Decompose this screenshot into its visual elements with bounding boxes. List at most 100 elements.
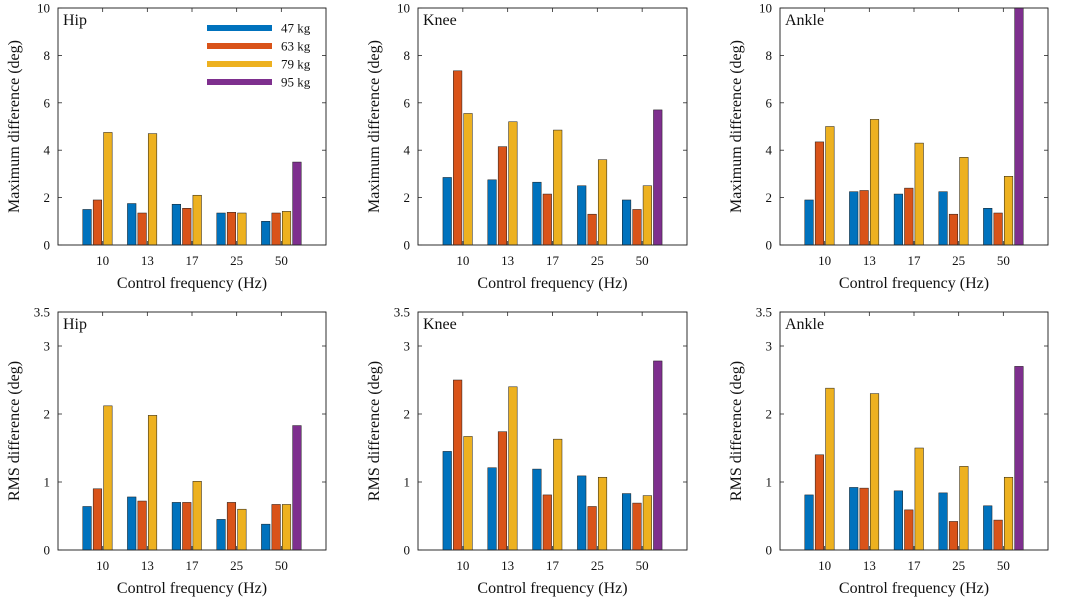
bar-63kg-17 xyxy=(904,187,914,246)
bar-47kg-10 xyxy=(82,209,92,246)
bar-63kg-17 xyxy=(182,208,192,246)
x-tick-label: 25 xyxy=(230,253,243,268)
bar-63kg-50 xyxy=(271,504,281,551)
bar-47kg-13 xyxy=(487,179,497,246)
bar-47kg-50 xyxy=(983,505,993,551)
bar-79kg-17 xyxy=(914,142,924,246)
bar-95kg-50 xyxy=(292,161,302,246)
panel-title: Ankle xyxy=(785,316,824,333)
y-axis-label: Maximum difference (deg) xyxy=(6,40,23,213)
x-tick-label: 50 xyxy=(275,558,288,573)
bar-79kg-13 xyxy=(508,386,518,551)
panel-title: Knee xyxy=(423,316,457,333)
bar-47kg-25 xyxy=(216,519,226,551)
axes-border xyxy=(417,311,688,551)
y-tick-label: 6 xyxy=(766,95,773,110)
y-tick-label: 0 xyxy=(404,543,411,558)
legend-label: 47 kg xyxy=(281,21,311,36)
bar-63kg-17 xyxy=(542,494,552,551)
chart-panel-3: 0 2 4 6 8 10 10 13 17 25 50 Ankle Control frequency … xyxy=(728,1,1049,292)
bar-79kg-17 xyxy=(914,447,924,551)
bar-47kg-50 xyxy=(261,221,271,246)
axes-border xyxy=(57,7,327,246)
bar-63kg-25 xyxy=(948,213,959,246)
x-tick-label: 17 xyxy=(546,558,560,573)
y-tick-label: 8 xyxy=(766,48,773,63)
bar-63kg-17 xyxy=(182,502,192,551)
legend: 47 kg 63 kg 79 kg 95 kg xyxy=(207,21,311,90)
bar-47kg-17 xyxy=(532,181,542,246)
bar-47kg-13 xyxy=(127,203,137,246)
y-tick-label: 4 xyxy=(404,143,411,158)
bar-47kg-13 xyxy=(487,467,497,551)
bar-63kg-10 xyxy=(814,141,825,246)
y-tick-label: 4 xyxy=(766,143,773,158)
bar-47kg-50 xyxy=(983,208,993,246)
x-tick-label: 17 xyxy=(546,253,560,268)
y-axis-label: Maximum difference (deg) xyxy=(366,40,383,213)
y-tick-label: 0 xyxy=(44,238,51,253)
x-tick-label: 10 xyxy=(456,253,469,268)
axes-border xyxy=(417,7,688,246)
bar-79kg-25 xyxy=(237,508,247,551)
y-tick-label: 4 xyxy=(44,143,51,158)
bar-47kg-25 xyxy=(577,475,587,551)
y-tick-label: 2 xyxy=(44,190,51,205)
x-tick-label: 50 xyxy=(636,253,649,268)
bar-63kg-13 xyxy=(137,212,147,246)
bar-47kg-25 xyxy=(938,492,948,551)
x-tick-label: 50 xyxy=(997,558,1010,573)
bar-63kg-25 xyxy=(948,521,959,551)
x-tick-label: 50 xyxy=(636,558,649,573)
bar-63kg-13 xyxy=(497,431,508,551)
bar-79kg-17 xyxy=(553,129,563,246)
bar-79kg-50 xyxy=(642,185,652,246)
y-tick-label: 3.5 xyxy=(34,305,50,320)
chart-panel-6: 0 1 2 3 3.5 10 13 17 25 50 Ankle Control frequency … xyxy=(728,305,1049,597)
bar-63kg-13 xyxy=(859,190,869,246)
bar-79kg-17 xyxy=(553,438,563,551)
bar-63kg-25 xyxy=(587,506,597,551)
bar-63kg-25 xyxy=(226,502,237,551)
y-tick-label: 10 xyxy=(37,1,50,16)
bar-79kg-10 xyxy=(103,405,113,551)
bar-79kg-50 xyxy=(1003,476,1014,551)
x-tick-label: 25 xyxy=(591,253,604,268)
panel-title: Hip xyxy=(63,316,87,333)
bar-47kg-10 xyxy=(82,506,92,551)
x-tick-label: 10 xyxy=(96,558,109,573)
y-tick-label: 10 xyxy=(759,1,772,16)
y-tick-label: 3.5 xyxy=(756,305,772,320)
bar-79kg-25 xyxy=(597,476,608,551)
x-tick-label: 50 xyxy=(997,253,1010,268)
bar-47kg-17 xyxy=(171,203,181,246)
legend-label: 79 kg xyxy=(281,57,311,72)
chart-panel-1: 0 2 4 6 8 10 10 13 17 25 50 Hip Control frequency (H… xyxy=(6,1,327,292)
x-axis-label: Control frequency (Hz) xyxy=(477,580,627,597)
plot-area xyxy=(57,7,327,246)
y-tick-label: 2 xyxy=(766,190,773,205)
bar-63kg-10 xyxy=(453,70,463,246)
bar-63kg-10 xyxy=(92,488,103,551)
y-tick-label: 3 xyxy=(404,339,411,354)
y-tick-label: 8 xyxy=(44,48,51,63)
x-axis-label: Control frequency (Hz) xyxy=(839,580,989,597)
y-tick-label: 1 xyxy=(44,475,51,490)
y-tick-label: 10 xyxy=(397,1,410,16)
bar-47kg-13 xyxy=(849,191,859,246)
bar-95kg-50 xyxy=(653,109,663,246)
bar-47kg-13 xyxy=(127,496,137,551)
bar-47kg-10 xyxy=(442,177,452,246)
panel-title: Hip xyxy=(63,12,87,29)
x-tick-label: 25 xyxy=(230,558,243,573)
bar-47kg-17 xyxy=(171,502,181,551)
bar-79kg-13 xyxy=(147,415,158,551)
y-tick-label: 2 xyxy=(766,407,773,422)
y-tick-label: 8 xyxy=(404,48,411,63)
y-tick-label: 1 xyxy=(404,475,411,490)
bar-79kg-10 xyxy=(463,113,473,246)
bar-47kg-25 xyxy=(216,212,226,246)
bar-79kg-10 xyxy=(825,387,835,551)
bar-63kg-13 xyxy=(497,146,508,246)
